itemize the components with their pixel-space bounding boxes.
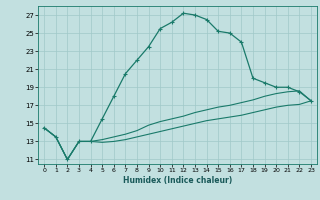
X-axis label: Humidex (Indice chaleur): Humidex (Indice chaleur) (123, 176, 232, 185)
